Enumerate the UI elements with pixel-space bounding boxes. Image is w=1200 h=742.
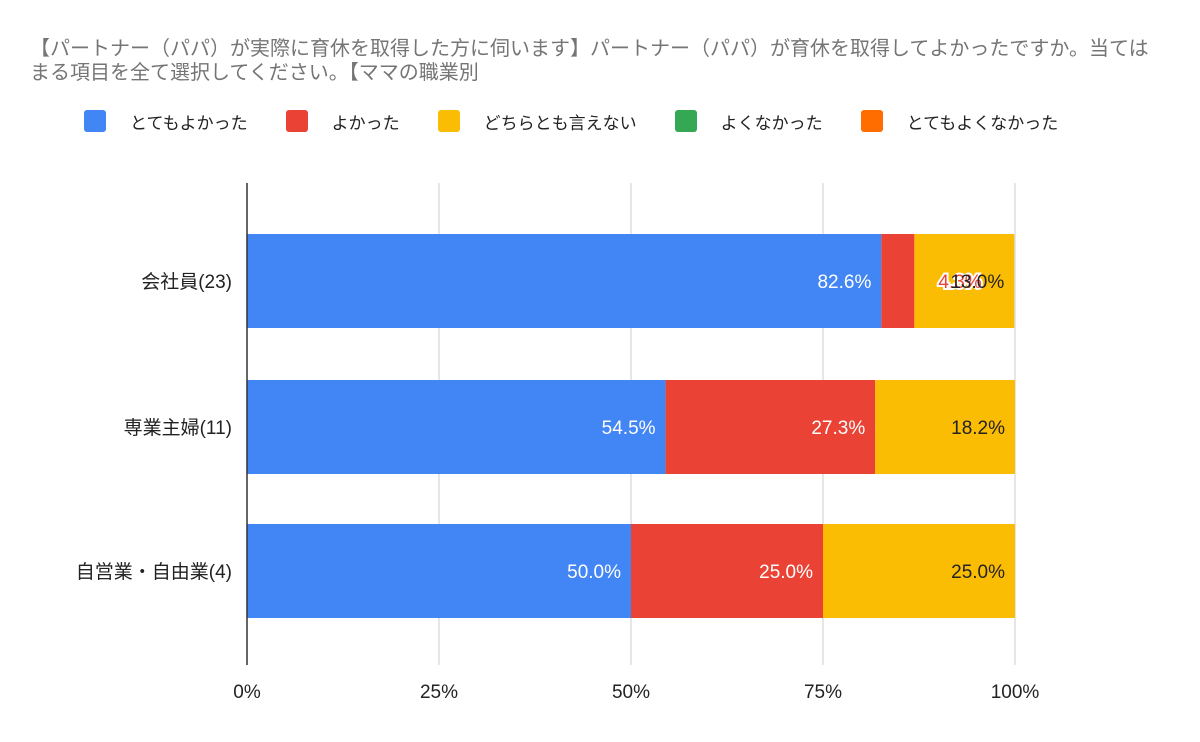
legend-item: とてもよかった bbox=[84, 109, 248, 134]
data-label: 4.3% bbox=[938, 272, 981, 293]
data-label: 54.5% bbox=[602, 418, 656, 439]
x-tick-label: 50% bbox=[612, 682, 650, 703]
chart-title: 【パートナー（パパ）が実際に育休を取得した方に伺います】パートナー（パパ）が育休… bbox=[30, 36, 1149, 84]
legend-swatch bbox=[860, 110, 883, 132]
legend-label: よかった bbox=[331, 113, 400, 134]
category-label: 専業主婦(11) bbox=[124, 417, 232, 439]
data-label: 18.2% bbox=[951, 418, 1005, 439]
bar-segment bbox=[823, 524, 1015, 618]
legend-label: とてもよかった bbox=[130, 113, 248, 134]
legend-swatch bbox=[674, 110, 697, 132]
legend-item: よかった bbox=[285, 109, 400, 134]
data-label: 25.0% bbox=[951, 562, 1005, 583]
bar-segment bbox=[247, 524, 631, 618]
legend-item: とてもよくなかった bbox=[860, 109, 1059, 134]
category-label: 会社員(23) bbox=[141, 271, 232, 293]
data-label: 27.3% bbox=[811, 418, 865, 439]
chart-legend: とてもよかった よかった どちらとも言えない よくなかった とてもよくなかった bbox=[84, 108, 1096, 134]
legend-swatch bbox=[84, 110, 106, 132]
bar-segment bbox=[247, 234, 882, 328]
legend-item: どちらとも言えない bbox=[437, 109, 637, 134]
legend-label: とてもよくなかった bbox=[906, 113, 1059, 134]
x-tick-label: 0% bbox=[233, 682, 261, 703]
data-label: 82.6% bbox=[817, 272, 871, 293]
legend-item: よくなかった bbox=[674, 109, 823, 134]
data-label: 13.0% bbox=[950, 272, 1004, 293]
legend-label: どちらとも言えない bbox=[483, 113, 637, 134]
x-tick-label: 100% bbox=[991, 682, 1040, 703]
bar-segment bbox=[881, 234, 915, 328]
x-tick-label: 25% bbox=[420, 682, 458, 703]
data-label: 50.0% bbox=[567, 562, 621, 583]
legend-swatch bbox=[437, 110, 460, 132]
x-tick-label: 75% bbox=[804, 682, 842, 703]
bar-segment bbox=[247, 380, 666, 474]
bar-segment bbox=[875, 380, 1015, 474]
data-label: 25.0% bbox=[759, 562, 813, 583]
bar-segment bbox=[665, 380, 876, 474]
legend-label: よくなかった bbox=[720, 113, 823, 134]
bar-segment bbox=[914, 234, 1015, 328]
legend-swatch bbox=[285, 110, 308, 132]
category-label: 自営業・自由業(4) bbox=[76, 561, 232, 583]
bar-segment bbox=[631, 524, 823, 618]
